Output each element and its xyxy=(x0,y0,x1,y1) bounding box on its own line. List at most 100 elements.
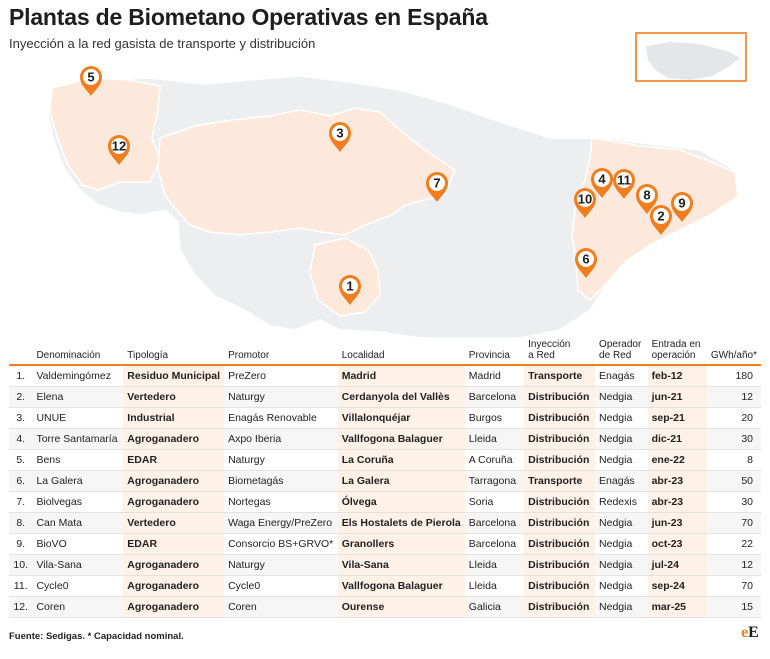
table-row: 12. Coren Agroganadero Coren Ourense Galicia D… xyxy=(9,596,761,618)
cell-capacity: 50 xyxy=(706,470,761,492)
header-type: Tipología xyxy=(127,350,169,361)
cell-injection: Transporte xyxy=(524,470,596,492)
table-row: 7. Biolvegas Agroganadero Nortegas Ólvega Sor… xyxy=(9,491,761,513)
cell-entry: abr-23 xyxy=(647,470,707,492)
header-province: Provincia xyxy=(468,350,510,361)
cell-injection: Distribución xyxy=(524,512,596,534)
pin-8[interactable]: 8 xyxy=(636,184,658,214)
cell-entry: ene-22 xyxy=(647,449,707,471)
table-row: 2. Elena Vertedero Naturgy Cerdanyola del Va… xyxy=(9,386,761,408)
cell-injection: Distribución xyxy=(524,596,596,618)
pin-12[interactable]: 12 xyxy=(108,135,130,165)
cell-promoter: Waga Energy/PreZero xyxy=(224,512,338,534)
table-row: 1. Valdemingómez Residuo Municipal PreZero M… xyxy=(9,365,761,387)
header-capacity: GWh/año* xyxy=(710,350,757,361)
cell-promoter: Axpo Iberia xyxy=(224,428,338,450)
pin-11[interactable]: 11 xyxy=(613,169,635,199)
page-title: Plantas de Biometano Operativas en Españ… xyxy=(9,4,488,30)
cell-promoter: Nortegas xyxy=(224,491,338,513)
cell-capacity: 180 xyxy=(706,365,761,387)
plants-table: Denominación Tipología Promotor Localida… xyxy=(9,339,761,618)
pin-7[interactable]: 7 xyxy=(426,172,448,202)
pin-4[interactable]: 4 xyxy=(591,168,613,198)
cell-province: A Coruña xyxy=(464,449,525,471)
pin-3[interactable]: 3 xyxy=(329,122,351,152)
cell-operator: Nedgia xyxy=(595,554,648,576)
cell-capacity: 12 xyxy=(706,386,761,408)
table-row: 8. Can Mata Vertedero Waga Energy/PreZero El… xyxy=(9,512,761,534)
header-idx xyxy=(9,339,32,365)
cell-name: Valdemingómez xyxy=(32,365,124,387)
cell-injection: Distribución xyxy=(524,533,596,555)
cell-injection: Distribución xyxy=(524,491,596,513)
cell-idx: 2. xyxy=(9,386,33,408)
cell-promoter: Enagás Renovable xyxy=(224,407,338,429)
cell-injection: Distribución xyxy=(524,449,596,471)
cell-province: Tarragona xyxy=(464,470,525,492)
cell-province: Lleida xyxy=(464,428,525,450)
cell-province: Barcelona xyxy=(464,533,525,555)
cell-type: Agroganadero xyxy=(123,470,225,492)
spain-map: 1 2 3 4 5 6 7 8 9 10 xyxy=(47,32,747,339)
pin-6[interactable]: 6 xyxy=(575,248,597,278)
pin-1[interactable]: 1 xyxy=(339,275,361,305)
cell-operator: Redexis xyxy=(595,491,648,513)
cell-promoter: Naturgy xyxy=(224,554,338,576)
cell-injection: Distribución xyxy=(524,554,596,576)
cell-type: Agroganadero xyxy=(123,491,225,513)
cell-name: Bens xyxy=(32,449,124,471)
cell-province: Lleida xyxy=(464,554,525,576)
cell-entry: dic-21 xyxy=(647,428,707,450)
cell-capacity: 8 xyxy=(706,449,761,471)
publisher-logo: eE xyxy=(741,624,759,641)
cell-capacity: 12 xyxy=(706,554,761,576)
table-row: 4. Torre Santamaría Agroganadero Axpo Iberi… xyxy=(9,428,761,450)
cell-injection: Distribución xyxy=(524,428,596,450)
cell-capacity: 70 xyxy=(706,575,761,597)
cell-type: EDAR xyxy=(123,449,225,471)
cell-type: Agroganadero xyxy=(123,428,225,450)
cell-entry: jun-23 xyxy=(647,512,707,534)
cell-injection: Distribución xyxy=(524,407,596,429)
pin-5[interactable]: 5 xyxy=(80,66,102,96)
cell-province: Barcelona xyxy=(464,512,525,534)
pin-10[interactable]: 10 xyxy=(574,188,596,218)
cell-entry: sep-21 xyxy=(647,407,707,429)
cell-name: UNUE xyxy=(32,407,124,429)
header-entry: Entrada en operación xyxy=(651,339,701,361)
cell-locality: La Coruña xyxy=(337,449,465,471)
cell-name: Biolvegas xyxy=(32,491,124,513)
cell-locality: Vallfogona Balaguer xyxy=(337,575,465,597)
cell-capacity: 70 xyxy=(706,512,761,534)
cell-type: Industrial xyxy=(123,407,225,429)
cell-name: Vila-Sana xyxy=(32,554,124,576)
cell-entry: mar-25 xyxy=(647,596,707,618)
cell-promoter: Coren xyxy=(224,596,338,618)
cell-locality: Villalonquéjar xyxy=(337,407,465,429)
cell-promoter: Cycle0 xyxy=(224,575,338,597)
cell-locality: Vila-Sana xyxy=(337,554,465,576)
header-promoter: Promotor xyxy=(228,350,270,361)
cell-operator: Nedgia xyxy=(595,596,648,618)
cell-type: EDAR xyxy=(123,533,225,555)
cell-injection: Distribución xyxy=(524,386,596,408)
pin-2[interactable]: 2 xyxy=(650,205,672,235)
cell-province: Burgos xyxy=(464,407,525,429)
cell-locality: Madrid xyxy=(337,365,465,387)
cell-idx: 5. xyxy=(9,449,33,471)
pin-label: 12 xyxy=(112,139,126,154)
cell-promoter: Consorcio BS+GRVO* xyxy=(224,533,338,555)
cell-locality: Cerdanyola del Vallès xyxy=(337,386,465,408)
cell-operator: Nedgia xyxy=(595,575,648,597)
pin-9[interactable]: 9 xyxy=(671,192,693,222)
table-row: 10. Vila-Sana Agroganadero Naturgy Vila-Sana… xyxy=(9,554,761,576)
cell-locality: Els Hostalets de Pierola xyxy=(337,512,465,534)
table-header-row: Denominación Tipología Promotor Localida… xyxy=(9,339,761,365)
cell-injection: Distribución xyxy=(524,575,596,597)
table-row: 3. UNUE Industrial Enagás Renovable Villalon… xyxy=(9,407,761,429)
cell-idx: 8. xyxy=(9,512,33,534)
pin-label: 7 xyxy=(433,176,440,191)
cell-capacity: 15 xyxy=(706,596,761,618)
cell-type: Vertedero xyxy=(123,512,225,534)
pin-label: 6 xyxy=(582,252,589,267)
